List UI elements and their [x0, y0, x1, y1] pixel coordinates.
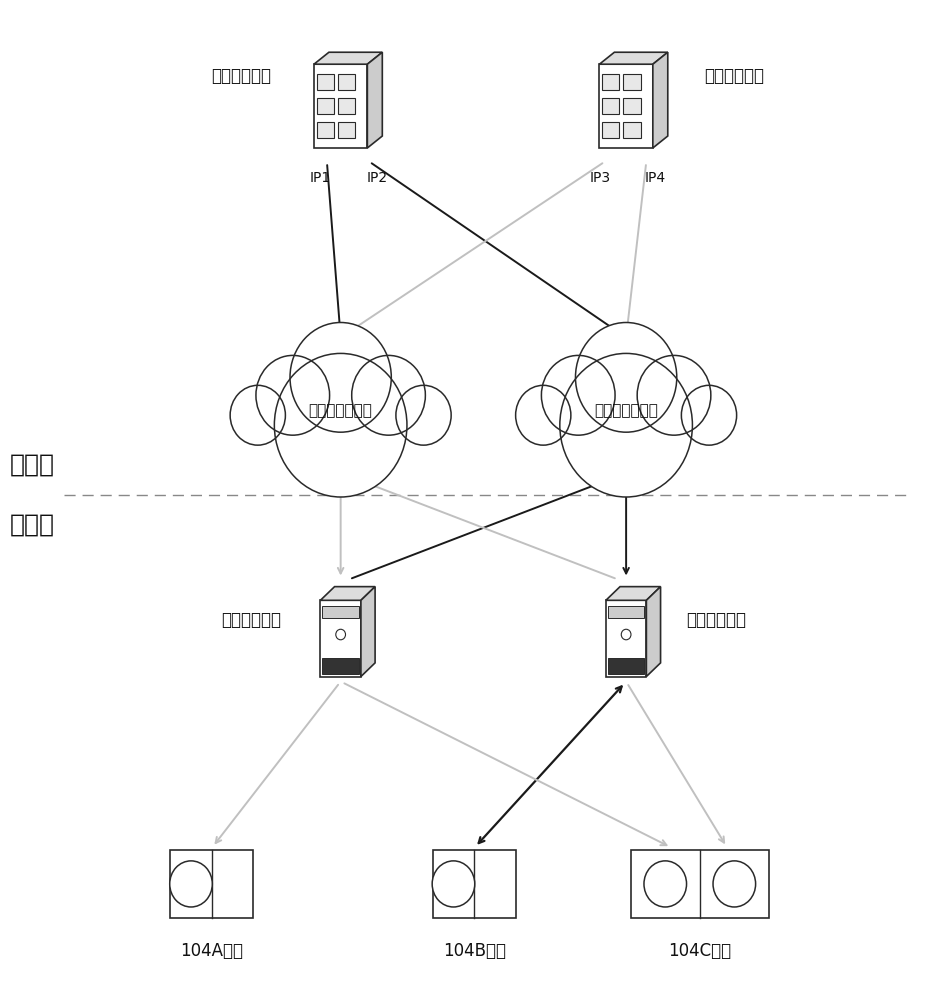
- Bar: [602, 74, 620, 90]
- Polygon shape: [361, 587, 375, 677]
- Text: IP4: IP4: [444, 877, 463, 890]
- Polygon shape: [367, 52, 382, 148]
- Bar: [316, 122, 334, 138]
- Bar: [623, 98, 640, 114]
- Circle shape: [290, 322, 391, 432]
- Bar: [602, 98, 620, 114]
- Bar: [631, 850, 768, 918]
- Circle shape: [432, 861, 475, 907]
- Text: 厂站侧: 厂站侧: [10, 453, 55, 477]
- Bar: [607, 658, 644, 674]
- Circle shape: [256, 355, 329, 435]
- Text: 国网天津二平面: 国网天津二平面: [594, 403, 658, 418]
- Polygon shape: [320, 587, 375, 600]
- Circle shape: [352, 355, 425, 435]
- Circle shape: [396, 385, 451, 445]
- Text: 前置服务器三: 前置服务器三: [221, 611, 281, 629]
- Text: 主站侧: 主站侧: [10, 513, 55, 537]
- Bar: [602, 122, 620, 138]
- Text: IP3: IP3: [724, 877, 744, 890]
- Bar: [338, 98, 355, 114]
- Circle shape: [560, 353, 693, 497]
- Text: 远动管理机二: 远动管理机二: [705, 67, 765, 85]
- Text: 国网天津一平面: 国网天津一平面: [309, 403, 373, 418]
- Text: IP3: IP3: [590, 171, 611, 185]
- Polygon shape: [314, 64, 367, 148]
- Circle shape: [336, 629, 345, 640]
- Bar: [322, 658, 358, 674]
- Polygon shape: [599, 64, 652, 148]
- Circle shape: [516, 385, 571, 445]
- Circle shape: [681, 385, 737, 445]
- Text: 远动管理机一: 远动管理机一: [212, 67, 271, 85]
- Circle shape: [230, 385, 285, 445]
- Bar: [432, 850, 516, 918]
- Polygon shape: [320, 600, 361, 677]
- Circle shape: [644, 861, 686, 907]
- Ellipse shape: [249, 373, 432, 448]
- Text: 104A通道: 104A通道: [181, 942, 243, 960]
- Circle shape: [713, 861, 755, 907]
- Text: IP1: IP1: [310, 171, 331, 185]
- Bar: [607, 606, 644, 618]
- Bar: [338, 74, 355, 90]
- Circle shape: [541, 355, 615, 435]
- Text: IP2: IP2: [367, 171, 388, 185]
- Bar: [170, 850, 253, 918]
- Circle shape: [576, 322, 677, 432]
- Bar: [316, 74, 334, 90]
- Text: 104B通道: 104B通道: [443, 942, 505, 960]
- Polygon shape: [314, 52, 382, 64]
- Text: 前置服务器四: 前置服务器四: [686, 611, 746, 629]
- Polygon shape: [606, 600, 647, 677]
- Polygon shape: [652, 52, 667, 148]
- Polygon shape: [606, 587, 661, 600]
- Ellipse shape: [534, 373, 718, 448]
- Circle shape: [622, 629, 631, 640]
- Bar: [623, 122, 640, 138]
- Bar: [338, 122, 355, 138]
- Circle shape: [169, 861, 212, 907]
- Text: IP1: IP1: [181, 877, 201, 890]
- Text: IP2: IP2: [655, 877, 676, 890]
- Bar: [623, 74, 640, 90]
- Text: 104C通道: 104C通道: [668, 942, 731, 960]
- Bar: [322, 606, 358, 618]
- Circle shape: [274, 353, 407, 497]
- Circle shape: [637, 355, 710, 435]
- Text: IP4: IP4: [645, 171, 666, 185]
- Bar: [316, 98, 334, 114]
- Polygon shape: [599, 52, 667, 64]
- Polygon shape: [647, 587, 661, 677]
